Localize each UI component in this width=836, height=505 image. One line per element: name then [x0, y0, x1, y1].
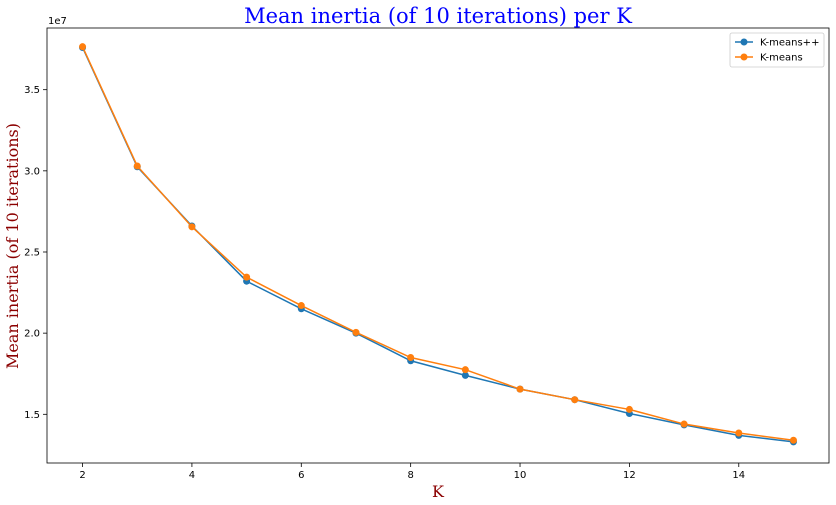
y-tick-label: 1.5	[24, 410, 40, 421]
data-point	[188, 223, 196, 231]
data-point	[680, 420, 688, 428]
data-point	[516, 385, 524, 393]
data-point	[133, 162, 141, 170]
legend-box	[729, 32, 825, 68]
x-tick-label: 4	[189, 470, 195, 481]
series-line-kmeans-plus-plus	[81, 47, 794, 443]
y-tick-label: 3.0	[24, 166, 40, 177]
x-tick-label: 2	[79, 470, 85, 481]
data-point	[79, 43, 87, 51]
legend: K-means++ K-means	[729, 32, 825, 68]
series-line-kmeans	[81, 46, 794, 442]
x-axis-label: K	[432, 482, 445, 501]
x-tick-label: 10	[514, 470, 527, 481]
x-tick-label: 14	[732, 470, 745, 481]
y-tick-label: 2.0	[24, 329, 40, 340]
legend-entry-label: K-means	[760, 53, 803, 64]
data-point	[352, 328, 360, 336]
legend-swatch-marker	[740, 53, 748, 61]
legend-swatch-marker	[740, 38, 748, 46]
x-tick-label: 12	[623, 470, 636, 481]
data-point	[243, 273, 251, 281]
data-point	[461, 371, 469, 379]
data-point	[407, 353, 415, 361]
y-tick-label: 3.5	[24, 85, 40, 96]
data-point	[625, 405, 633, 413]
y-axis-offset-label: 1e7	[48, 16, 67, 27]
y-tick-label: 2.5	[24, 247, 40, 258]
data-point	[297, 302, 305, 310]
y-axis-label: Mean inertia (of 10 iterations)	[3, 123, 22, 369]
x-tick-label: 8	[407, 470, 413, 481]
chart-title: Mean inertia (of 10 iterations) per K	[244, 4, 632, 28]
data-point	[789, 436, 797, 444]
plot-area: 2 4 6 8 10 12 14 1.5 2.0 2.5 3.0 3.5	[24, 27, 830, 481]
x-tick-label: 6	[298, 470, 304, 481]
legend-entry-label: K-means++	[760, 38, 819, 49]
axes-frame	[46, 27, 830, 464]
data-point	[571, 396, 579, 404]
data-point	[735, 429, 743, 437]
data-point	[461, 366, 469, 374]
